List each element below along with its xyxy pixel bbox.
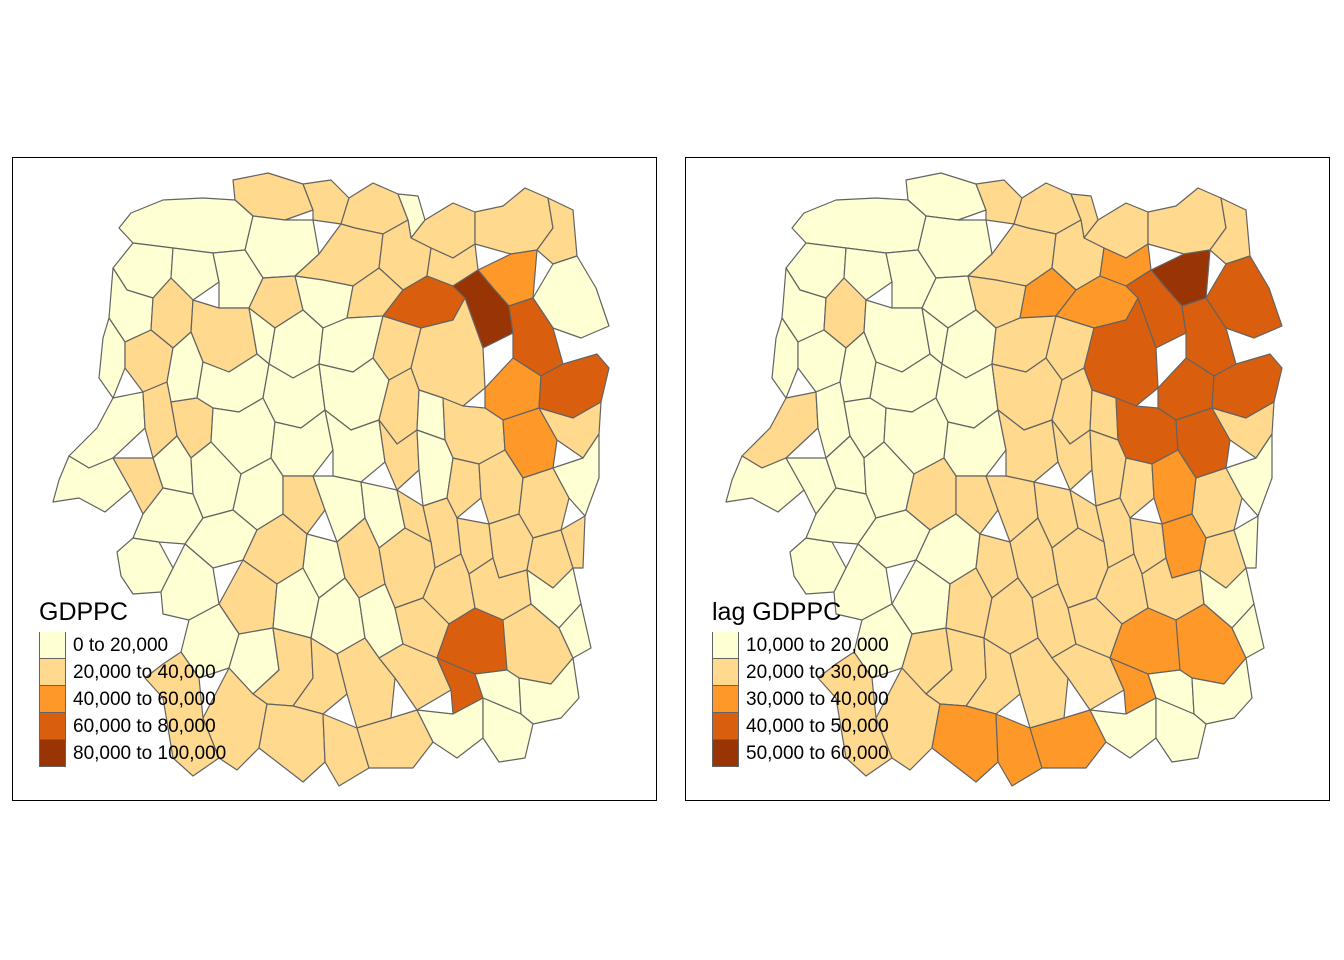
choropleth-map-lag-gdppc xyxy=(725,172,1283,787)
legend-lag-gdppc: lag GDPPC 10,000 to 20,000 20,000 to 30,… xyxy=(712,598,889,767)
legend-swatch xyxy=(712,659,739,686)
county-region xyxy=(282,475,326,535)
legend-swatch xyxy=(39,740,66,767)
legend-item: 30,000 to 40,000 xyxy=(712,686,889,713)
county-region xyxy=(1225,433,1273,517)
county-region xyxy=(560,515,586,569)
legend-item: 0 to 20,000 xyxy=(39,632,226,659)
legend-label: 0 to 20,000 xyxy=(73,634,169,656)
legend-item: 10,000 to 20,000 xyxy=(712,632,889,659)
county-region xyxy=(1119,457,1155,519)
legend-swatch xyxy=(712,632,739,659)
legend-item: 20,000 to 30,000 xyxy=(712,659,889,686)
legend-item: 20,000 to 40,000 xyxy=(39,659,226,686)
legend-swatch xyxy=(712,713,739,740)
county-region xyxy=(1155,697,1207,763)
legend-label: 60,000 to 80,000 xyxy=(73,715,216,737)
county-region xyxy=(322,713,370,787)
county-region xyxy=(843,247,893,301)
county-region xyxy=(558,603,592,659)
county-region xyxy=(552,433,600,517)
legend-item: 60,000 to 80,000 xyxy=(39,713,226,740)
county-region xyxy=(975,179,1023,225)
legend-item: 50,000 to 60,000 xyxy=(712,740,889,767)
legend-swatch xyxy=(39,686,66,713)
legend-label: 80,000 to 100,000 xyxy=(73,742,227,764)
county-region xyxy=(160,543,220,621)
county-region xyxy=(68,391,146,469)
map-panel-gdppc: GDPPC 0 to 20,000 20,000 to 40,000 40,00… xyxy=(12,157,657,801)
county-region xyxy=(144,651,220,777)
county-region xyxy=(52,455,132,513)
county-region xyxy=(741,391,819,469)
legend-swatch xyxy=(39,659,66,686)
county-region xyxy=(482,697,534,763)
county-region xyxy=(955,475,999,535)
county-region xyxy=(170,247,220,301)
legend-item: 40,000 to 50,000 xyxy=(712,713,889,740)
map-panel-lag-gdppc: lag GDPPC 10,000 to 20,000 20,000 to 30,… xyxy=(685,157,1330,801)
legend-swatch xyxy=(39,632,66,659)
legend-swatch xyxy=(712,686,739,713)
legend-label: 50,000 to 60,000 xyxy=(746,742,889,764)
county-region xyxy=(997,409,1059,483)
county-region xyxy=(1233,515,1259,569)
county-region xyxy=(324,409,386,483)
county-region xyxy=(817,651,893,777)
county-region xyxy=(833,543,893,621)
legend-label: 40,000 to 60,000 xyxy=(73,688,216,710)
county-region xyxy=(446,457,482,519)
legend-title: lag GDPPC xyxy=(712,598,842,626)
legend-swatch xyxy=(712,740,739,767)
legend-title: GDPPC xyxy=(39,598,128,626)
legend-label: 10,000 to 20,000 xyxy=(746,634,889,656)
legend-label: 20,000 to 30,000 xyxy=(746,661,889,683)
legend-gdppc: GDPPC 0 to 20,000 20,000 to 40,000 40,00… xyxy=(39,598,226,767)
choropleth-map-gdppc xyxy=(52,172,610,787)
county-region xyxy=(725,455,805,513)
legend-item: 40,000 to 60,000 xyxy=(39,686,226,713)
county-region xyxy=(931,703,999,783)
legend-label: 40,000 to 50,000 xyxy=(746,715,889,737)
county-region xyxy=(1231,603,1265,659)
county-region xyxy=(995,713,1043,787)
county-region xyxy=(302,179,350,225)
county-region xyxy=(258,703,326,783)
legend-label: 30,000 to 40,000 xyxy=(746,688,889,710)
legend-label: 20,000 to 40,000 xyxy=(73,661,216,683)
legend-swatch xyxy=(39,713,66,740)
legend-item: 80,000 to 100,000 xyxy=(39,740,226,767)
